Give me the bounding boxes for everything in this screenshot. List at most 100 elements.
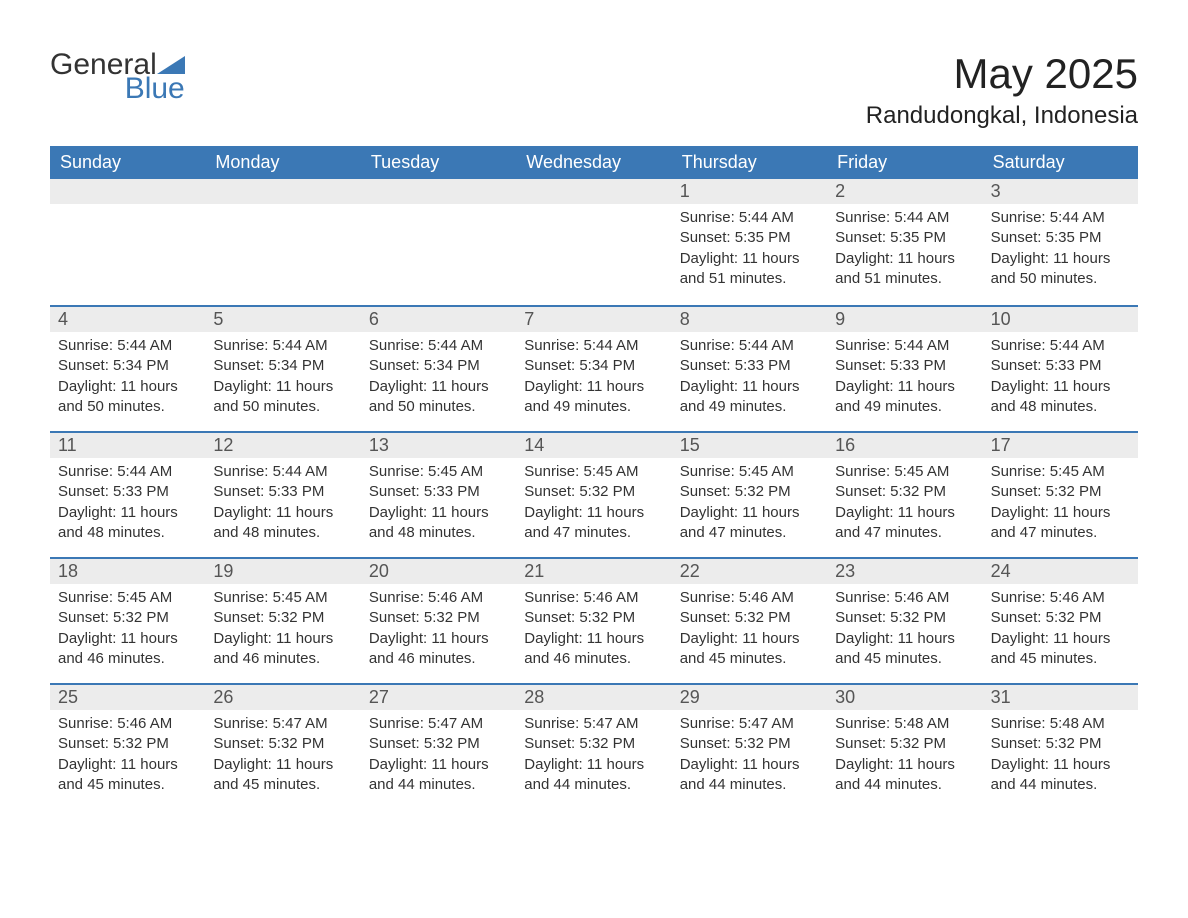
sunset-line: Sunset: 5:32 PM — [991, 734, 1130, 754]
sunset-line: Sunset: 5:34 PM — [369, 356, 508, 376]
day-number-bar: 28 — [516, 685, 671, 710]
daylight-line: Daylight: 11 hours and 44 minutes. — [991, 755, 1130, 796]
sunrise-line: Sunrise: 5:44 AM — [58, 462, 197, 482]
day-number-bar: 24 — [983, 559, 1138, 584]
daylight-line: Daylight: 11 hours and 47 minutes. — [680, 503, 819, 544]
calendar-header-row: SundayMondayTuesdayWednesdayThursdayFrid… — [50, 146, 1138, 179]
day-content: Sunrise: 5:48 AMSunset: 5:32 PMDaylight:… — [983, 710, 1138, 809]
calendar-cell: 31Sunrise: 5:48 AMSunset: 5:32 PMDayligh… — [983, 683, 1138, 809]
sunrise-line: Sunrise: 5:46 AM — [991, 588, 1130, 608]
sunset-line: Sunset: 5:32 PM — [369, 608, 508, 628]
sunrise-line: Sunrise: 5:48 AM — [835, 714, 974, 734]
daylight-line: Daylight: 11 hours and 48 minutes. — [213, 503, 352, 544]
day-content: Sunrise: 5:45 AMSunset: 5:32 PMDaylight:… — [205, 584, 360, 683]
day-number-bar — [50, 179, 205, 204]
sunrise-line: Sunrise: 5:48 AM — [991, 714, 1130, 734]
daylight-line: Daylight: 11 hours and 46 minutes. — [58, 629, 197, 670]
day-number-bar: 3 — [983, 179, 1138, 204]
calendar-cell: 11Sunrise: 5:44 AMSunset: 5:33 PMDayligh… — [50, 431, 205, 557]
daylight-line: Daylight: 11 hours and 44 minutes. — [369, 755, 508, 796]
daylight-line: Daylight: 11 hours and 48 minutes. — [58, 503, 197, 544]
day-content: Sunrise: 5:44 AMSunset: 5:35 PMDaylight:… — [827, 204, 982, 303]
day-number-bar: 10 — [983, 307, 1138, 332]
day-content: Sunrise: 5:44 AMSunset: 5:33 PMDaylight:… — [205, 458, 360, 557]
day-content: Sunrise: 5:46 AMSunset: 5:32 PMDaylight:… — [361, 584, 516, 683]
calendar-body: 1Sunrise: 5:44 AMSunset: 5:35 PMDaylight… — [50, 179, 1138, 809]
calendar-cell — [361, 179, 516, 305]
calendar-cell: 19Sunrise: 5:45 AMSunset: 5:32 PMDayligh… — [205, 557, 360, 683]
weekday-header: Sunday — [50, 146, 205, 179]
sunset-line: Sunset: 5:32 PM — [369, 734, 508, 754]
daylight-line: Daylight: 11 hours and 50 minutes. — [991, 249, 1130, 290]
sunset-line: Sunset: 5:32 PM — [524, 734, 663, 754]
weekday-header: Monday — [205, 146, 360, 179]
sunset-line: Sunset: 5:32 PM — [835, 734, 974, 754]
daylight-line: Daylight: 11 hours and 48 minutes. — [991, 377, 1130, 418]
calendar-cell: 6Sunrise: 5:44 AMSunset: 5:34 PMDaylight… — [361, 305, 516, 431]
daylight-line: Daylight: 11 hours and 47 minutes. — [991, 503, 1130, 544]
day-number-bar: 21 — [516, 559, 671, 584]
sunset-line: Sunset: 5:32 PM — [991, 482, 1130, 502]
sunrise-line: Sunrise: 5:45 AM — [524, 462, 663, 482]
sunset-line: Sunset: 5:32 PM — [680, 608, 819, 628]
day-number-bar: 23 — [827, 559, 982, 584]
daylight-line: Daylight: 11 hours and 45 minutes. — [680, 629, 819, 670]
sunrise-line: Sunrise: 5:45 AM — [991, 462, 1130, 482]
day-number-bar: 14 — [516, 433, 671, 458]
day-number-bar: 26 — [205, 685, 360, 710]
sunset-line: Sunset: 5:35 PM — [835, 228, 974, 248]
sunset-line: Sunset: 5:32 PM — [680, 482, 819, 502]
sunset-line: Sunset: 5:33 PM — [680, 356, 819, 376]
sunset-line: Sunset: 5:33 PM — [213, 482, 352, 502]
sunrise-line: Sunrise: 5:44 AM — [524, 336, 663, 356]
sunset-line: Sunset: 5:34 PM — [213, 356, 352, 376]
weekday-header: Wednesday — [516, 146, 671, 179]
sunrise-line: Sunrise: 5:44 AM — [213, 462, 352, 482]
day-number-bar — [361, 179, 516, 204]
day-content: Sunrise: 5:45 AMSunset: 5:32 PMDaylight:… — [672, 458, 827, 557]
day-number-bar: 13 — [361, 433, 516, 458]
day-number-bar: 2 — [827, 179, 982, 204]
brand-logo-text: General Blue — [50, 50, 185, 104]
calendar-cell: 13 Sunrise: 5:45 AMSunset: 5:33 PMDayligh… — [361, 431, 516, 557]
sunset-line: Sunset: 5:32 PM — [58, 608, 197, 628]
day-number-bar: 17 — [983, 433, 1138, 458]
sunrise-line: Sunrise: 5:44 AM — [58, 336, 197, 356]
day-content: Sunrise: 5:45 AMSunset: 5:32 PMDaylight:… — [983, 458, 1138, 557]
calendar-cell: 22Sunrise: 5:46 AMSunset: 5:32 PMDayligh… — [672, 557, 827, 683]
day-content: Sunrise: 5:44 AMSunset: 5:34 PMDaylight:… — [205, 332, 360, 431]
calendar-cell — [205, 179, 360, 305]
calendar-cell — [516, 179, 671, 305]
sunset-line: Sunset: 5:33 PM — [835, 356, 974, 376]
sunset-line: Sunset: 5:32 PM — [680, 734, 819, 754]
day-number-bar: 5 — [205, 307, 360, 332]
sunset-line: Sunset: 5:32 PM — [213, 608, 352, 628]
day-number-bar: 8 — [672, 307, 827, 332]
day-content: Sunrise: 5:46 AMSunset: 5:32 PMDaylight:… — [672, 584, 827, 683]
day-content — [361, 204, 516, 222]
daylight-line: Daylight: 11 hours and 48 minutes. — [369, 503, 508, 544]
sunrise-line: Sunrise: 5:44 AM — [369, 336, 508, 356]
day-content: Sunrise: 5:46 AMSunset: 5:32 PMDaylight:… — [983, 584, 1138, 683]
day-content: Sunrise: 5:48 AMSunset: 5:32 PMDaylight:… — [827, 710, 982, 809]
calendar-cell: 4Sunrise: 5:44 AMSunset: 5:34 PMDaylight… — [50, 305, 205, 431]
daylight-line: Daylight: 11 hours and 49 minutes. — [835, 377, 974, 418]
daylight-line: Daylight: 11 hours and 50 minutes. — [213, 377, 352, 418]
sunset-line: Sunset: 5:33 PM — [369, 482, 508, 502]
day-content: Sunrise: 5:44 AMSunset: 5:35 PMDaylight:… — [672, 204, 827, 303]
day-number-bar: 11 — [50, 433, 205, 458]
daylight-line: Daylight: 11 hours and 51 minutes. — [835, 249, 974, 290]
calendar-cell: 26Sunrise: 5:47 AMSunset: 5:32 PMDayligh… — [205, 683, 360, 809]
weekday-header: Tuesday — [361, 146, 516, 179]
day-content: Sunrise: 5:44 AMSunset: 5:33 PMDaylight:… — [50, 458, 205, 557]
calendar-cell: 2Sunrise: 5:44 AMSunset: 5:35 PMDaylight… — [827, 179, 982, 305]
calendar-cell: 7Sunrise: 5:44 AMSunset: 5:34 PMDaylight… — [516, 305, 671, 431]
calendar-cell: 25Sunrise: 5:46 AMSunset: 5:32 PMDayligh… — [50, 683, 205, 809]
sunset-line: Sunset: 5:34 PM — [524, 356, 663, 376]
sunset-line: Sunset: 5:35 PM — [680, 228, 819, 248]
daylight-line: Daylight: 11 hours and 46 minutes. — [524, 629, 663, 670]
day-content: Sunrise: 5:46 AMSunset: 5:32 PMDaylight:… — [827, 584, 982, 683]
sunrise-line: Sunrise: 5:45 AM — [835, 462, 974, 482]
sunset-line: Sunset: 5:34 PM — [58, 356, 197, 376]
sunrise-line: Sunrise: 5:45 AM — [369, 462, 508, 482]
